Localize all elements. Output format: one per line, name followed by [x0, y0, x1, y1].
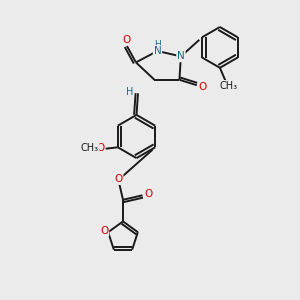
Text: CH₃: CH₃ [220, 81, 238, 91]
Text: H: H [126, 87, 133, 97]
Text: O: O [114, 174, 123, 184]
Text: H: H [154, 40, 161, 49]
Text: N: N [177, 51, 185, 62]
Text: O: O [144, 189, 153, 199]
Text: O: O [100, 226, 108, 236]
Text: O: O [198, 82, 206, 92]
Text: N: N [154, 46, 161, 56]
Text: O: O [97, 143, 105, 153]
Text: CH₃: CH₃ [80, 143, 99, 153]
Text: O: O [123, 35, 131, 45]
